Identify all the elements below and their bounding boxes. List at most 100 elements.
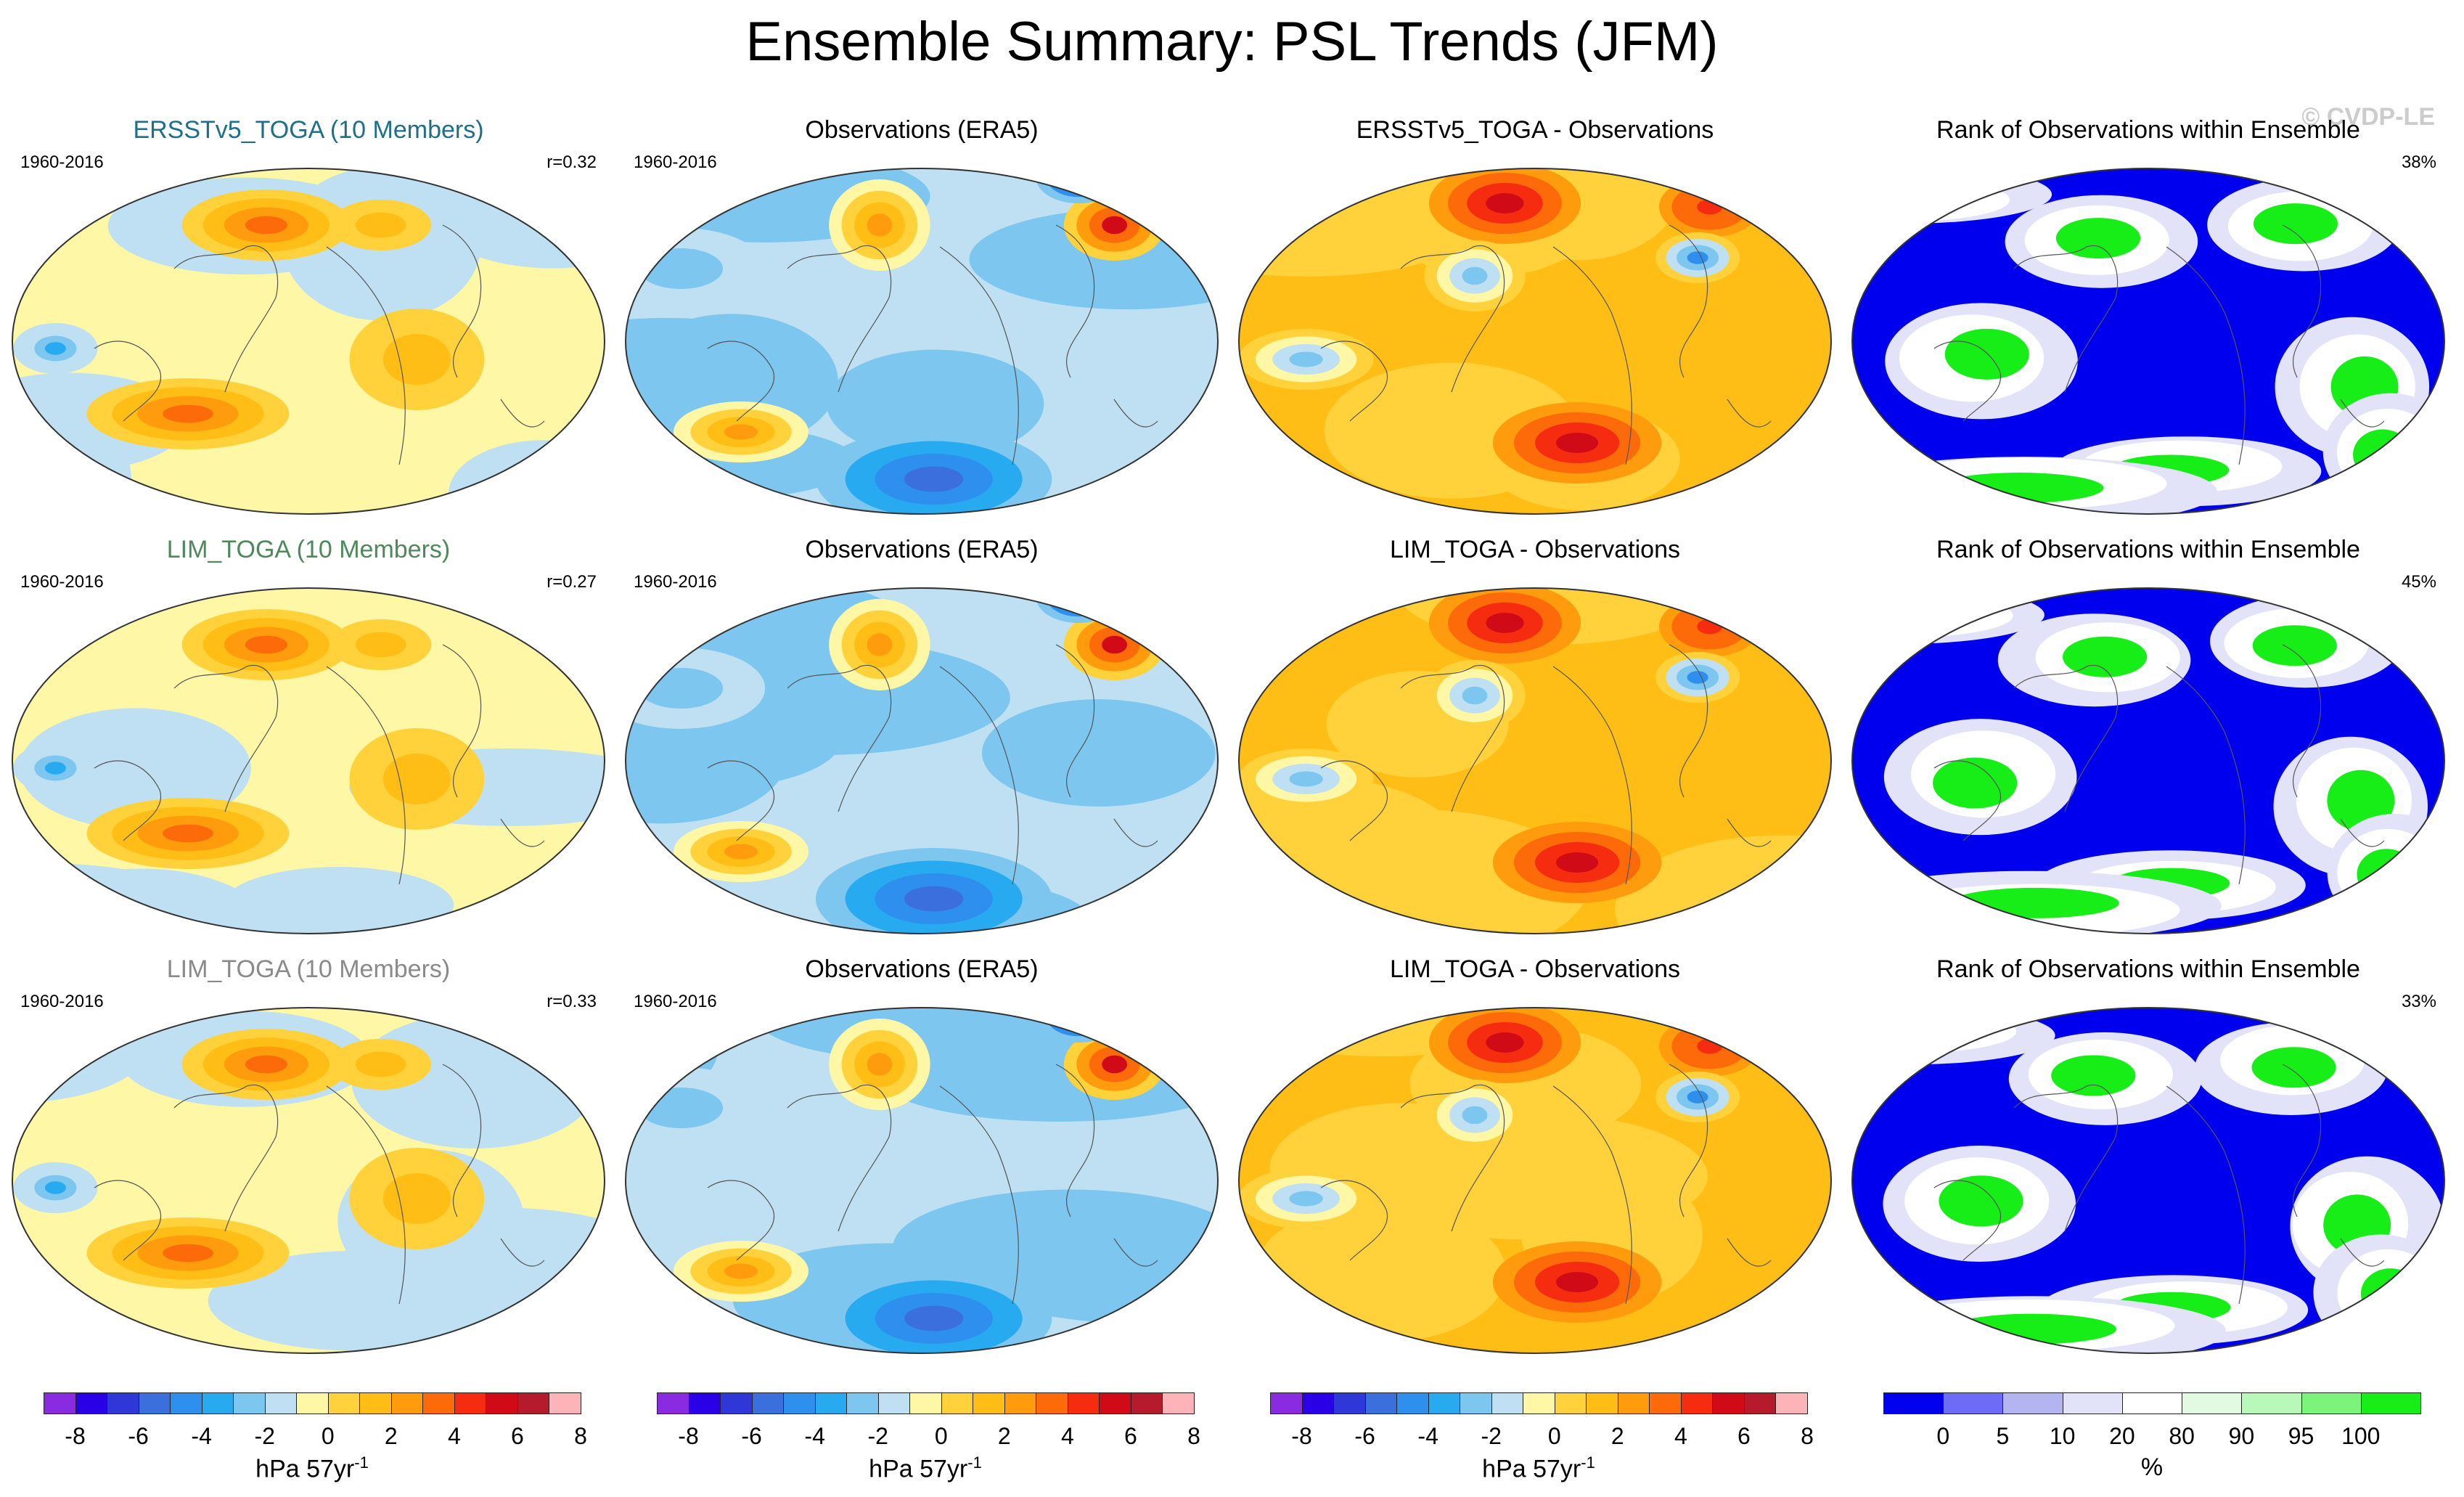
colorbar-cell [2121, 1392, 2183, 1414]
colorbar-cell [390, 1392, 424, 1414]
colorbar-cell [1364, 1392, 1398, 1414]
coastline [326, 246, 406, 465]
global-map [1851, 587, 2445, 934]
map-panel: Rank of Observations within Ensemble 38% [1847, 116, 2449, 523]
colorbar-cell [1680, 1392, 1714, 1414]
global-map [625, 168, 1219, 515]
colorbar-cell [75, 1392, 108, 1414]
trend-contour [659, 1098, 703, 1118]
colorbar-cell [1460, 1392, 1492, 1414]
map-outline [12, 1007, 605, 1354]
rank-region [2062, 636, 2148, 677]
panel-stat: r=0.27 [547, 572, 597, 592]
coastline [1400, 1084, 1505, 1232]
panel-stat: r=0.33 [547, 992, 597, 1011]
colorbar-cell [1067, 1392, 1100, 1414]
rank-region [1939, 1175, 2023, 1227]
colorbar-cell [1396, 1392, 1429, 1414]
colorbar-cell [1099, 1392, 1131, 1414]
trend-contour [400, 1186, 434, 1212]
colorbar-tick: 10 [2049, 1423, 2076, 1449]
colorbar-units: % [2141, 1453, 2163, 1482]
coastline [442, 644, 482, 798]
coastline [1727, 818, 1772, 847]
trend-contour [1057, 168, 1100, 191]
coastline [2340, 1238, 2385, 1267]
coastline [173, 1084, 279, 1232]
panel-title: LIM_TOGA (10 Members) [166, 536, 451, 563]
trend-region [826, 349, 1044, 459]
colorbar: 0 5 10 20 80 90 95 100% [1883, 1392, 2421, 1487]
colorbar-cell [170, 1392, 202, 1414]
panel-title: Rank of Observations within Ensemble [1936, 536, 2360, 563]
colorbar-tick: -6 [741, 1423, 762, 1449]
colorbar-cell [814, 1392, 848, 1414]
panel-title: Observations (ERA5) [805, 536, 1039, 563]
coastline [707, 340, 775, 422]
colorbar-units-text: hPa 57yr [1482, 1455, 1581, 1483]
trend-contour [44, 1181, 66, 1194]
panel-stat: r=0.32 [547, 152, 597, 172]
map-outline [1851, 1007, 2445, 1354]
rank-region [1935, 473, 2104, 504]
panel-title: Observations (ERA5) [805, 955, 1039, 983]
colorbar-cell [751, 1392, 785, 1414]
colorbar-cell [1428, 1392, 1461, 1414]
colorbar-cell [688, 1392, 721, 1414]
coastline [442, 1064, 482, 1217]
map-outline [12, 168, 605, 515]
trend-contour [1462, 686, 1488, 705]
panel-period: 1960-2016 [20, 572, 104, 592]
colorbar-units: hPa 57yr-1 [869, 1453, 982, 1483]
colorbar-tick: 0 [321, 1423, 335, 1449]
colorbar-cell [941, 1392, 974, 1414]
colorbar-cell [233, 1392, 266, 1414]
colorbar-tick: -6 [128, 1423, 149, 1449]
panel-title: Rank of Observations within Ensemble [1936, 955, 2360, 983]
colorbar-cell [107, 1392, 139, 1414]
coastline [442, 224, 482, 378]
colorbar-cell [720, 1392, 753, 1414]
rank-region [1950, 887, 2119, 918]
map-panel: ERSSTv5_TOGA (10 Members) 1960-2016 r=0.32 [7, 116, 610, 523]
colorbar-tick: 20 [2109, 1423, 2135, 1449]
trend-contour [904, 1305, 964, 1331]
colorbar-cell [973, 1392, 1005, 1414]
panel-title: ERSSTv5_TOGA - Observations [1356, 116, 1714, 144]
coastline [2013, 245, 2119, 393]
panel-stat: 33% [2401, 992, 2436, 1011]
coastline [787, 245, 892, 393]
trend-contour [1289, 351, 1323, 367]
map-panel: Rank of Observations within Ensemble 33% [1847, 955, 2449, 1362]
rank-region [1933, 757, 2018, 809]
colorbar-tick: -4 [1417, 1423, 1438, 1449]
rank-region [2051, 1055, 2136, 1096]
trend-contour [1462, 266, 1488, 285]
trend-contour [1102, 1055, 1128, 1074]
colorbar-cell [44, 1392, 76, 1414]
rank-region [2252, 625, 2337, 666]
coastline [1933, 340, 2002, 422]
trend-contour [400, 766, 434, 792]
colorbar-units-exponent: -1 [967, 1453, 982, 1472]
coastline [1933, 1180, 2002, 1261]
colorbar-tick: -6 [1354, 1423, 1375, 1449]
global-map [625, 1007, 1219, 1354]
colorbar-cell [1523, 1392, 1555, 1414]
colorbar-cell [1333, 1392, 1366, 1414]
trend-contour [724, 1263, 758, 1279]
trend-contour [867, 213, 893, 237]
coastline [1669, 1064, 1708, 1217]
rank-region [2337, 828, 2439, 916]
map-outline [625, 168, 1219, 515]
colorbar-cell [201, 1392, 234, 1414]
trend-contour [1047, 1008, 1110, 1037]
map-outline [625, 1007, 1219, 1354]
coastline [1320, 340, 1388, 422]
map-outline [1238, 1007, 1832, 1354]
trend-contour [163, 404, 213, 423]
rank-region [1852, 1026, 1965, 1052]
trend-contour [368, 638, 394, 651]
coastline [1400, 664, 1505, 812]
colorbar-tick: 95 [2288, 1423, 2314, 1449]
